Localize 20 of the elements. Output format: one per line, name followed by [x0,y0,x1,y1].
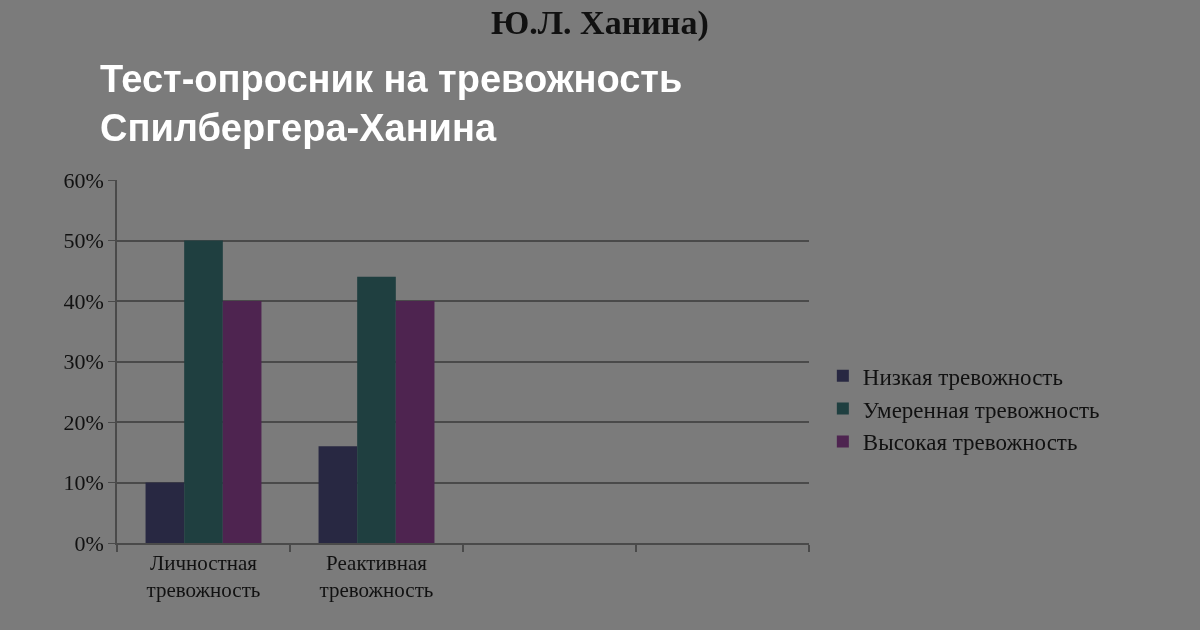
y-tick-label: 30% [63,349,104,375]
y-tick-label: 40% [63,288,104,314]
bar [357,276,396,543]
x-tick-label: Личностная тревожность [146,550,261,603]
legend-label: Низкая тревожность [862,364,1063,390]
bar [222,301,262,543]
bar [395,301,435,543]
bar [145,482,185,543]
y-tick-label: 60% [63,167,104,193]
y-tick-label: 0% [74,530,104,556]
y-tick-label: 50% [63,228,104,254]
chart-title: Тест-опросник на тревожность Спилбергера-Ханина [100,58,683,150]
legend-label: Умеренная тревожность [862,397,1100,423]
bar [184,240,223,543]
y-tick-label: 10% [63,470,104,496]
text: Ю.Л. Ханина) [491,4,709,42]
legend-label: Высокая тревожность [862,430,1078,456]
bar [318,446,358,543]
x-tick-label: Реактивная тревожность [319,550,434,603]
y-tick-label: 20% [63,409,104,435]
